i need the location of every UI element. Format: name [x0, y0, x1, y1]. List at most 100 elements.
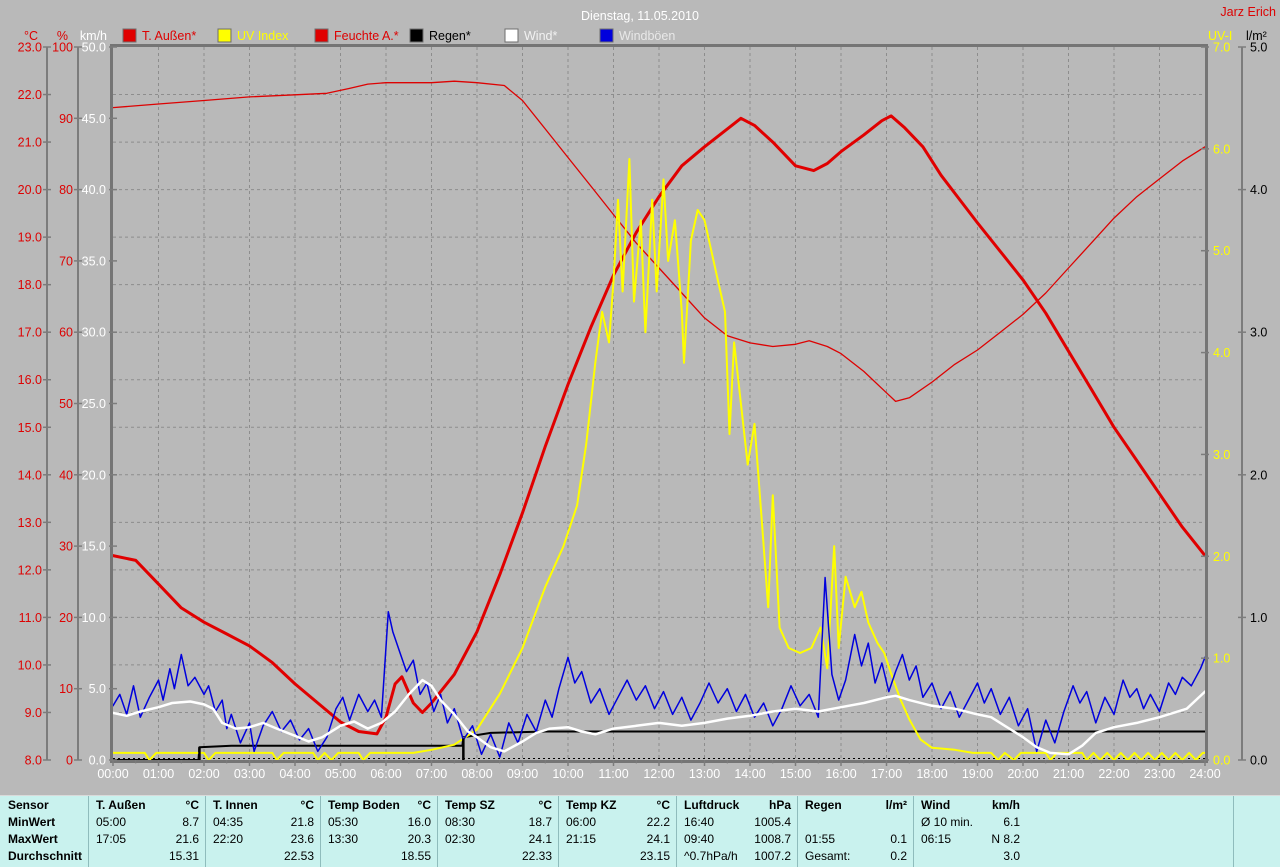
table-row: 18.55	[321, 848, 437, 865]
table-row: 15.31	[89, 848, 205, 865]
temp-tick-label: 15.0	[18, 421, 42, 435]
table-row: Gesamt: 0.2	[798, 848, 913, 865]
table-row: 04:35 21.8	[206, 814, 320, 831]
wind-tick-label: 45.0	[82, 112, 106, 126]
uv-tick-label: 7.0	[1213, 41, 1230, 55]
table-row: Ø 10 min. 6.1	[914, 814, 1026, 831]
table-group-header: T. Innen °C	[206, 797, 320, 814]
table-row	[798, 814, 913, 831]
time-tick-label: 17:00	[871, 767, 902, 781]
temp-tick-label: 11.0	[19, 611, 42, 625]
temp-tick-label: 21.0	[18, 136, 42, 150]
watermark-author: Jarz Erich	[1220, 5, 1276, 19]
time-tick-label: 22:00	[1098, 767, 1129, 781]
table-group-header: Temp Boden °C	[321, 797, 437, 814]
temp-tick-label: 8.0	[25, 754, 42, 768]
value-time: 01:55	[805, 832, 836, 846]
rain-axis: 5.0 4.0 3.0 2.0 1.0 0.0	[1238, 41, 1267, 768]
page-title: Dienstag, 11.05.2010	[581, 9, 699, 23]
value-number: 20.3	[407, 832, 431, 846]
table-group-header: T. Außen °C	[89, 797, 205, 814]
table-group-wind: Wind km/h Ø 10 min. 6.1 06:15 N 8.2 3.0	[913, 796, 1233, 867]
legend-item-feuchte-a-: Feuchte A.*	[314, 28, 399, 43]
sensor-name: Regen	[805, 798, 842, 812]
table-group-inner: Temp Boden °C 05:30 16.0 13:30 20.3 18.55	[321, 797, 437, 865]
row-label: Sensor	[8, 798, 49, 812]
value-number: 6.1	[1003, 815, 1020, 829]
sensor-unit: °C	[417, 798, 431, 812]
value-number: 23.15	[639, 849, 670, 863]
series-lines	[111, 80, 1207, 761]
time-tick-label: 11:00	[598, 767, 628, 781]
time-tick-label: 16:00	[825, 767, 856, 781]
time-tick-label: 08:00	[461, 767, 492, 781]
table-row-labels: Sensor MinWert MaxWert Durchschnitt	[0, 796, 88, 867]
table-group-inner: Temp KZ °C 06:00 22.2 21:15 24.1 23.15	[559, 797, 676, 865]
table-group-temp-boden: Temp Boden °C 05:30 16.0 13:30 20.3 18.55	[320, 796, 437, 867]
value-number: 24.1	[528, 832, 552, 846]
temp-tick-label: 20.0	[18, 183, 42, 197]
value-time: ^0.7hPa/h	[684, 849, 738, 863]
table-row: 13:30 20.3	[321, 831, 437, 848]
wind-tick-label: 15.0	[82, 540, 106, 554]
time-tick-label: 19:00	[962, 767, 993, 781]
table-group-inner: Luftdruck hPa 16:40 1005.4 09:40 1008.7 ^0.7hP…	[677, 797, 797, 865]
table-group-inner: T. Innen °C 04:35 21.8 22:20 23.6 22.53	[206, 797, 320, 865]
time-tick-label: 24:00	[1189, 767, 1220, 781]
time-axis: 00:00 01:00 02:00 03:00 04:00 05:00 06:00 07:00…	[97, 760, 1221, 781]
wind-tick-label: 25.0	[82, 397, 106, 411]
table-group-inner: Regen l/m² 01:55 0.1 Gesamt: 0.2	[798, 797, 913, 865]
sensor-name: Temp SZ	[445, 798, 495, 812]
wind-tick-label: 5.0	[89, 682, 106, 696]
rain-tick-label: 2.0	[1250, 468, 1267, 482]
series-windb-en	[112, 576, 1206, 758]
rain-tick-label: 1.0	[1250, 611, 1267, 625]
table-group-header: Temp KZ °C	[559, 797, 676, 814]
hum-tick-label: 80	[59, 183, 73, 197]
hum-tick-label: 0	[66, 754, 73, 768]
table-group-inner: Wind km/h Ø 10 min. 6.1 06:15 N 8.2 3.0	[914, 797, 1026, 865]
temp-axis: 23.0 22.0 21.0 20.0 19.0 18.0 17.0 16.0 15.0 14.0…	[18, 41, 51, 768]
value-number: 21.8	[290, 815, 314, 829]
gridlines	[113, 47, 1205, 760]
value-number: 24.1	[646, 832, 670, 846]
value-time: Ø 10 min.	[921, 815, 974, 829]
value-number: 23.6	[290, 832, 314, 846]
sensor-unit: °C	[656, 798, 670, 812]
hum-tick-label: 50	[59, 397, 73, 411]
plot-area[interactable]	[113, 47, 1205, 760]
table-filler	[1233, 796, 1279, 867]
temp-tick-label: 9.0	[25, 706, 42, 720]
wind-tick-label: 10.0	[82, 611, 106, 625]
temp-tick-label: 14.0	[18, 468, 42, 482]
wind-tick-label: 40.0	[82, 183, 106, 197]
value-time: 13:30	[328, 832, 359, 846]
time-tick-label: 03:00	[234, 767, 265, 781]
value-number: 22.33	[521, 849, 552, 863]
time-tick-label: 09:00	[507, 767, 538, 781]
legend-swatch	[217, 28, 232, 43]
series-uv-index	[112, 158, 1206, 761]
time-tick-label: 12:00	[643, 767, 674, 781]
temp-tick-label: 22.0	[18, 88, 42, 102]
table-group-header: Regen l/m²	[798, 797, 913, 814]
value-number: 22.53	[283, 849, 314, 863]
temp-tick-label: 10.0	[18, 658, 42, 672]
table-row: 3.0	[914, 848, 1026, 865]
table-group-inner: Temp SZ °C 08:30 18.7 02:30 24.1 22.33	[438, 797, 558, 865]
wind-tick-label: 20.0	[82, 468, 106, 482]
value-number: 1008.7	[754, 832, 791, 846]
table-row: 16:40 1005.4	[677, 814, 797, 831]
time-tick-label: 15:00	[780, 767, 811, 781]
hum-tick-label: 90	[59, 112, 73, 126]
sensor-unit: °C	[300, 798, 314, 812]
value-number: 0.1	[890, 832, 907, 846]
value-number: 1007.2	[754, 849, 791, 863]
time-tick-label: 07:00	[416, 767, 447, 781]
temp-unit-header: °C	[24, 29, 38, 43]
table-group-luftdruck: Luftdruck hPa 16:40 1005.4 09:40 1008.7 ^0.7hP…	[676, 796, 797, 867]
hum-tick-label: 40	[59, 468, 73, 482]
hum-tick-label: 100	[52, 41, 73, 55]
table-group-t-innen: T. Innen °C 04:35 21.8 22:20 23.6 22.53	[205, 796, 320, 867]
temp-tick-label: 13.0	[18, 516, 42, 530]
